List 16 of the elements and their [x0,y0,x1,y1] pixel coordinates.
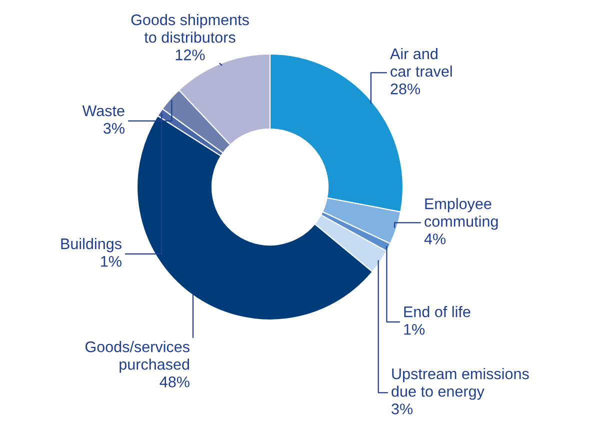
slice-label: End of life [404,306,470,318]
data-label: 4% [424,234,446,244]
data-label: 1% [101,256,122,267]
data-label: 28% [390,84,420,94]
slice-label: Waste [82,106,124,116]
slice-label: Employee commuting [424,198,498,230]
slice-label: Air and car travel [390,48,452,77]
data-label: 3% [392,404,413,414]
data-label: 12% [176,50,205,60]
slice-label: Buildings [61,238,122,252]
slice-label: Goods/services purchased [85,341,190,373]
data-label: 1% [404,324,425,335]
slice-label: Upstream emissions due to energy [392,368,529,400]
slice-label: Goods shipments to distributors [131,14,249,43]
data-label: 48% [160,376,190,388]
data-label: 3% [104,122,124,134]
